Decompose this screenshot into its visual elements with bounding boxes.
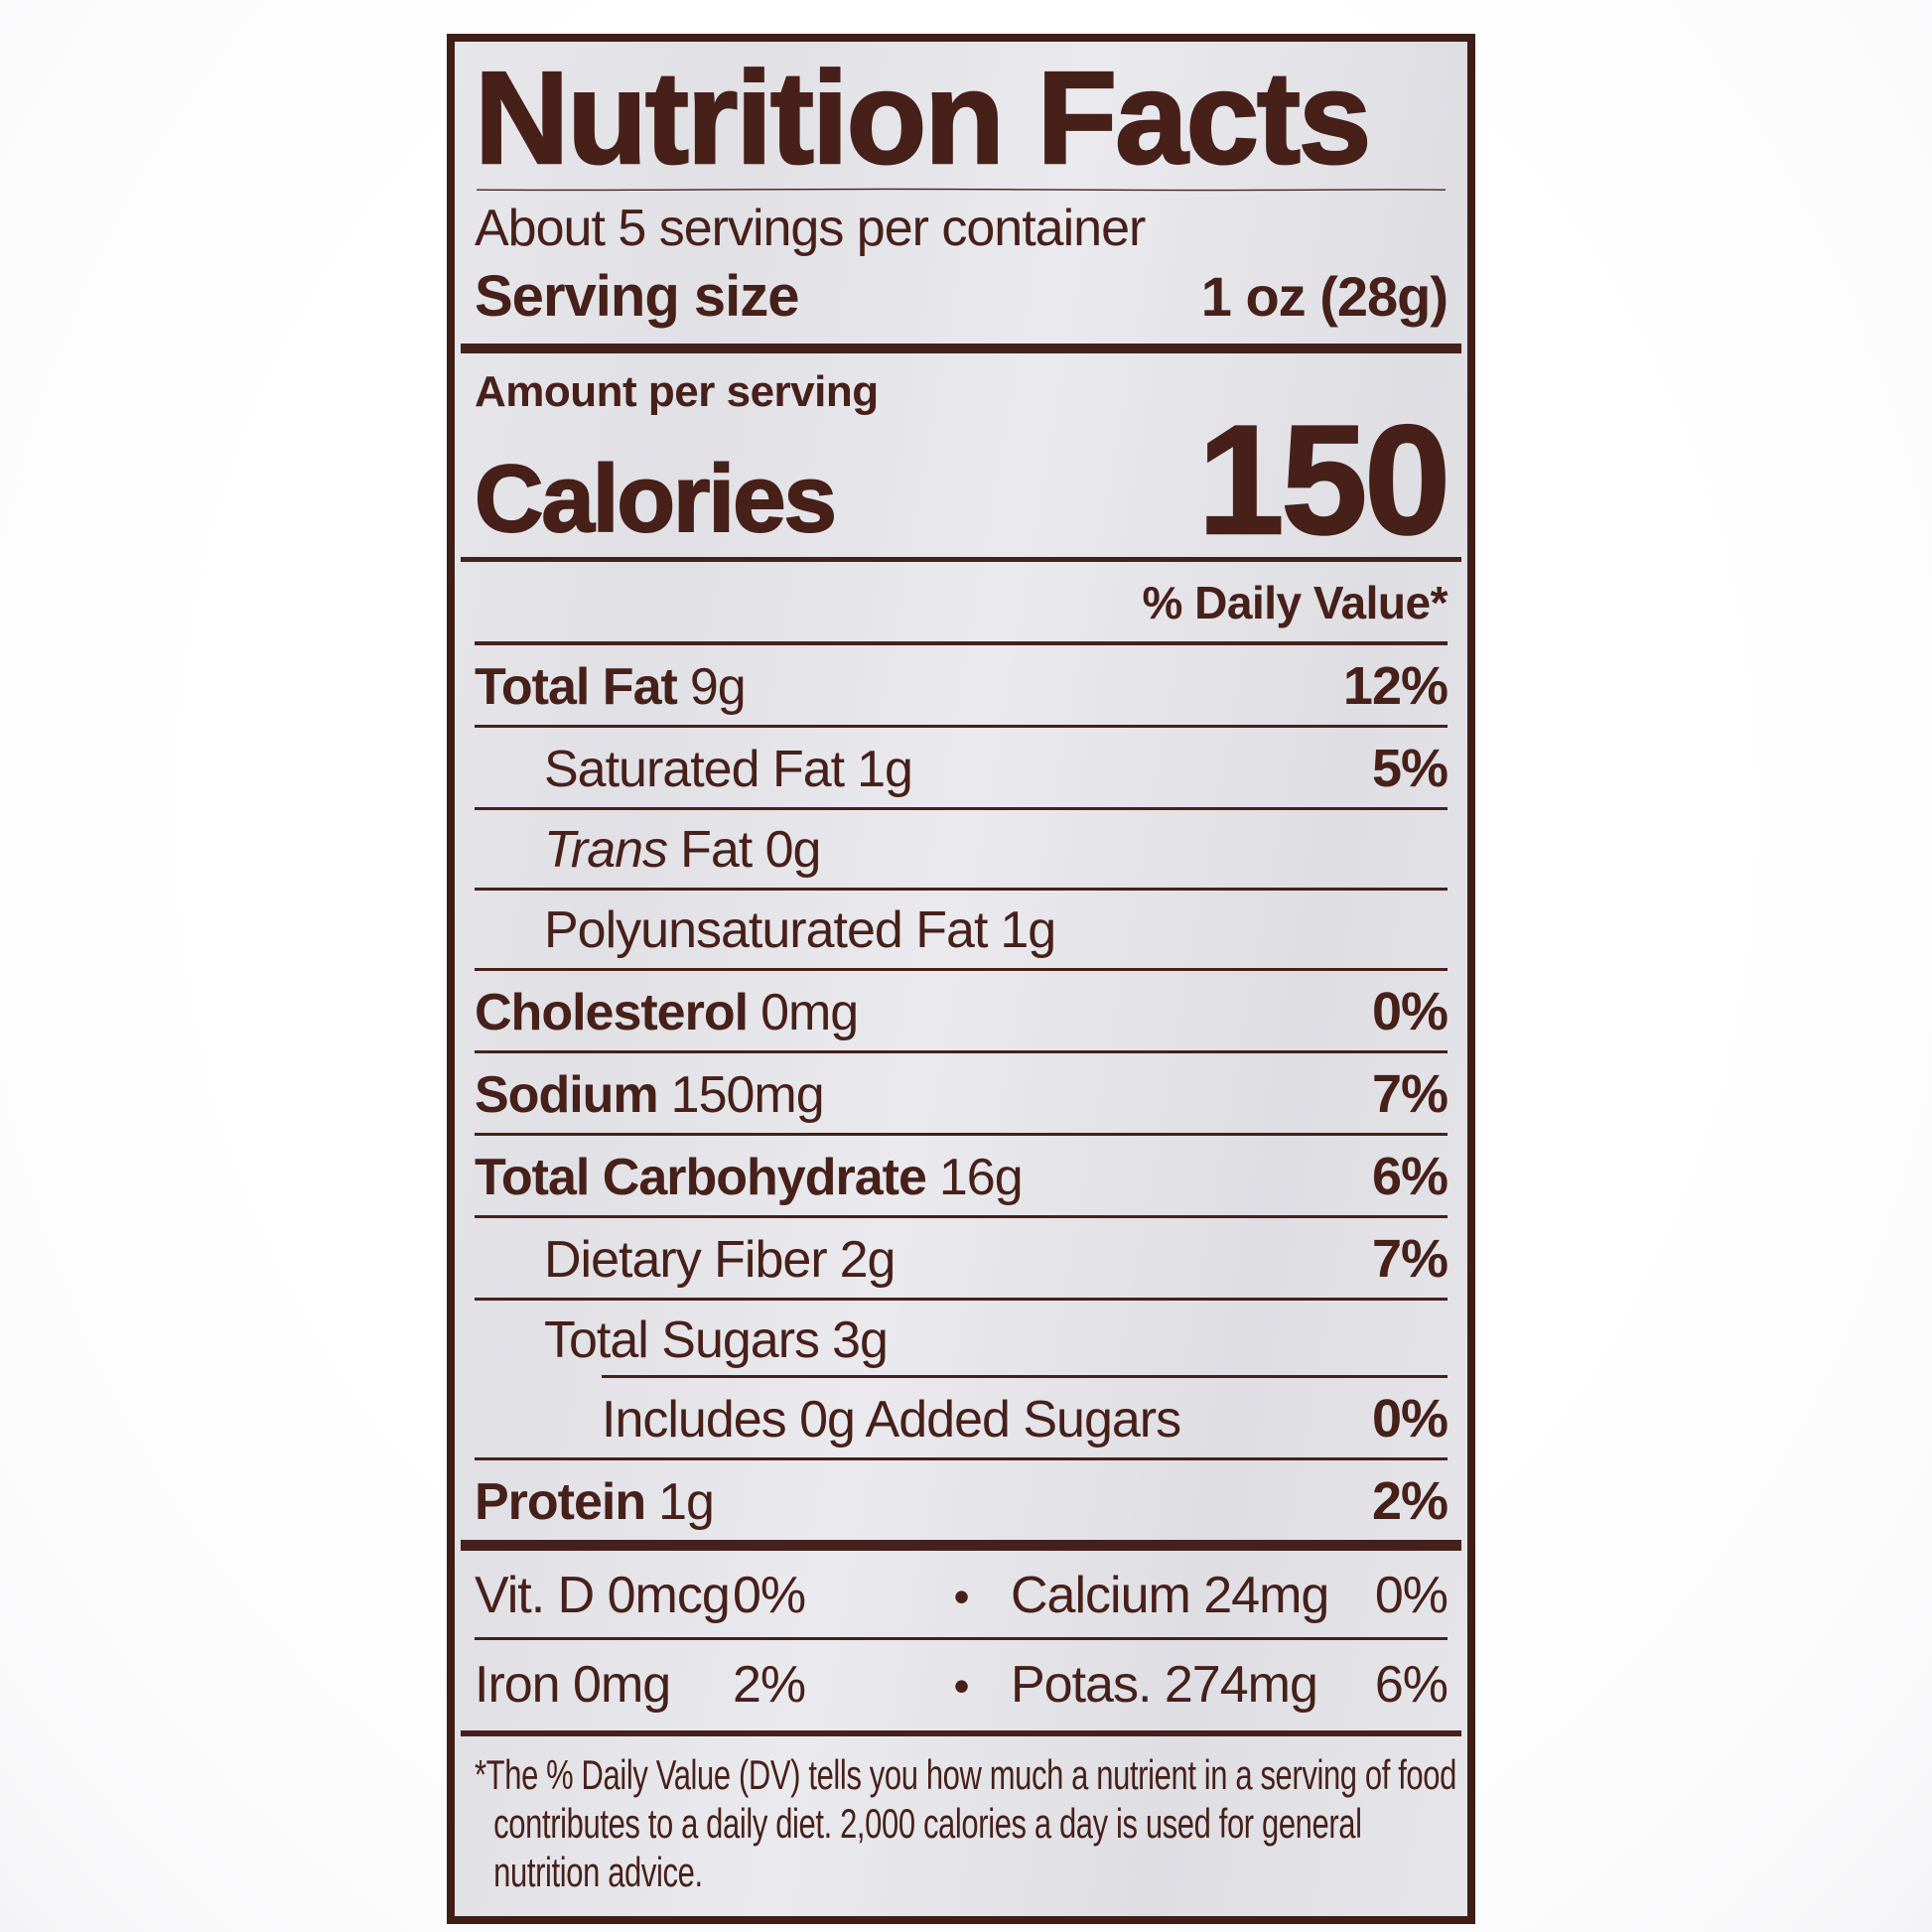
calories-label: Calories [474,446,838,553]
daily-value-footnote: *The % Daily Value (DV) tells you how mu… [475,1751,1456,1895]
servings-per-container: About 5 servings per container [475,199,1146,257]
separator-bar-thick-bottom [461,1729,1461,1736]
separator-bar-thick-top [461,343,1461,353]
micro-left-dv: 0% [733,1566,806,1624]
bullet-separator-icon: • [953,1659,969,1712]
nutrient-dv: 7% [1371,1064,1449,1125]
nutrient-amount: 150mg [670,1066,825,1125]
micro-right-dv: 6% [1374,1655,1449,1714]
serving-size-value: 1 oz (28g) [1200,264,1449,328]
nutrient-row-protein: Protein 1g 2% [475,1457,1449,1540]
nutrient-amount: 2g [839,1231,897,1290]
micro-right-name: Calcium 24mg [1011,1566,1329,1624]
nutrient-text: Trans Fat 0g [544,820,821,880]
amount-per-serving-label: Amount per serving [475,366,879,416]
nutrient-amount: 16g [938,1149,1024,1207]
nutrient-dv: 5% [1371,739,1449,799]
micro-left-name: Vit. D 0mcg [475,1566,731,1624]
micro-right-name: Potas. 274mg [1011,1655,1318,1714]
nutrient-row-trans-fat: Trans Fat 0g [475,807,1448,888]
nutrient-dv: 6% [1371,1147,1449,1207]
calories-value: 150 [1196,393,1451,567]
nutrient-row-cholesterol: Cholesterol 0mg 0% [475,968,1449,1050]
nutrient-text: Cholesterol 0mg [475,983,859,1042]
nutrient-row-sodium: Sodium 150mg 7% [475,1050,1449,1133]
separator-bar-medium [461,556,1461,563]
nutrient-name: Includes 0g Added Sugars [602,1391,1181,1449]
micronutrient-row-vitd-calcium: Vit. D 0mcg 0% • Calcium 24mg 0% [475,1551,1449,1637]
nutrient-text: Dietary Fiber 2g [544,1230,897,1290]
nutrient-amount: 1g [857,741,913,799]
nutrient-row-polyunsaturated-fat: Polyunsaturated Fat 1g [475,888,1448,968]
serving-size-row: Serving size 1 oz (28g) [475,263,1449,330]
nutrient-dv: 12% [1342,656,1449,717]
nutrient-row-saturated-fat: Saturated Fat 1g 5% [475,725,1449,807]
nutrient-name: Total Carbohydrate [475,1149,927,1207]
title-underline [476,189,1447,192]
daily-value-header: % Daily Value* [475,562,1449,646]
nutrient-amount: 3g [832,1311,889,1370]
nutrient-row-total-carbohydrate: Total Carbohydrate 16g 6% [475,1133,1449,1215]
separator-bar-thick-middle [461,1540,1461,1551]
nutrient-row-total-fat: Total Fat 9g 12% [475,645,1449,725]
nutrient-dv: 7% [1371,1229,1449,1290]
nutrient-name: Cholesterol [475,984,749,1042]
nutrient-text: Saturated Fat 1g [544,740,913,799]
label-title: Nutrition Facts [474,45,1373,191]
nutrient-name: Dietary Fiber [544,1231,828,1290]
nutrient-dv: 0% [1371,1389,1449,1449]
nutrient-name: Saturated Fat [544,741,845,799]
bullet-separator-icon: • [953,1570,969,1622]
nutrient-text: Protein 1g [475,1472,715,1532]
serving-size-label: Serving size [475,263,799,329]
nutrient-row-dietary-fiber: Dietary Fiber 2g 7% [475,1215,1449,1298]
nutrient-text: Sodium 150mg [475,1065,825,1125]
micro-right-dv: 0% [1374,1566,1449,1624]
nutrient-text: Includes 0g Added Sugars [602,1390,1181,1449]
nutrient-dv: 2% [1371,1471,1449,1532]
nutrient-name: Sodium [475,1066,659,1125]
nutrient-row-added-sugars: Includes 0g Added Sugars 0% [475,1375,1449,1457]
nutrient-amount: 1g [1000,901,1056,960]
calories-row: Calories 150 [474,393,1451,567]
nutrient-text: Total Sugars 3g [544,1311,889,1370]
nutrient-text: Total Fat 9g [475,657,747,717]
micro-left-dv: 2% [733,1655,806,1714]
nutrient-name: Protein [475,1473,646,1532]
nutrient-name: Polyunsaturated Fat [544,901,988,960]
nutrient-amount: 1g [658,1473,715,1532]
nutrient-amount: Fat 0g [680,821,821,880]
nutrient-amount: 9g [689,658,747,717]
nutrient-name: Total Sugars [544,1311,820,1370]
nutrient-name: Total Fat [475,658,678,717]
nutrition-facts-label: Nutrition Facts About 5 servings per con… [447,34,1475,1924]
nutrient-amount: 0mg [760,984,859,1042]
nutrient-name: Trans [544,821,668,880]
micronutrient-row-iron-potassium: Iron 0mg 2% • Potas. 274mg 6% [475,1636,1449,1726]
nutrient-row-total-sugars: Total Sugars 3g [475,1298,1448,1378]
nutrient-text: Polyunsaturated Fat 1g [544,900,1056,960]
nutrient-text: Total Carbohydrate 16g [475,1148,1024,1207]
nutrient-dv: 0% [1371,982,1449,1042]
micro-left-name: Iron 0mg [475,1655,671,1714]
